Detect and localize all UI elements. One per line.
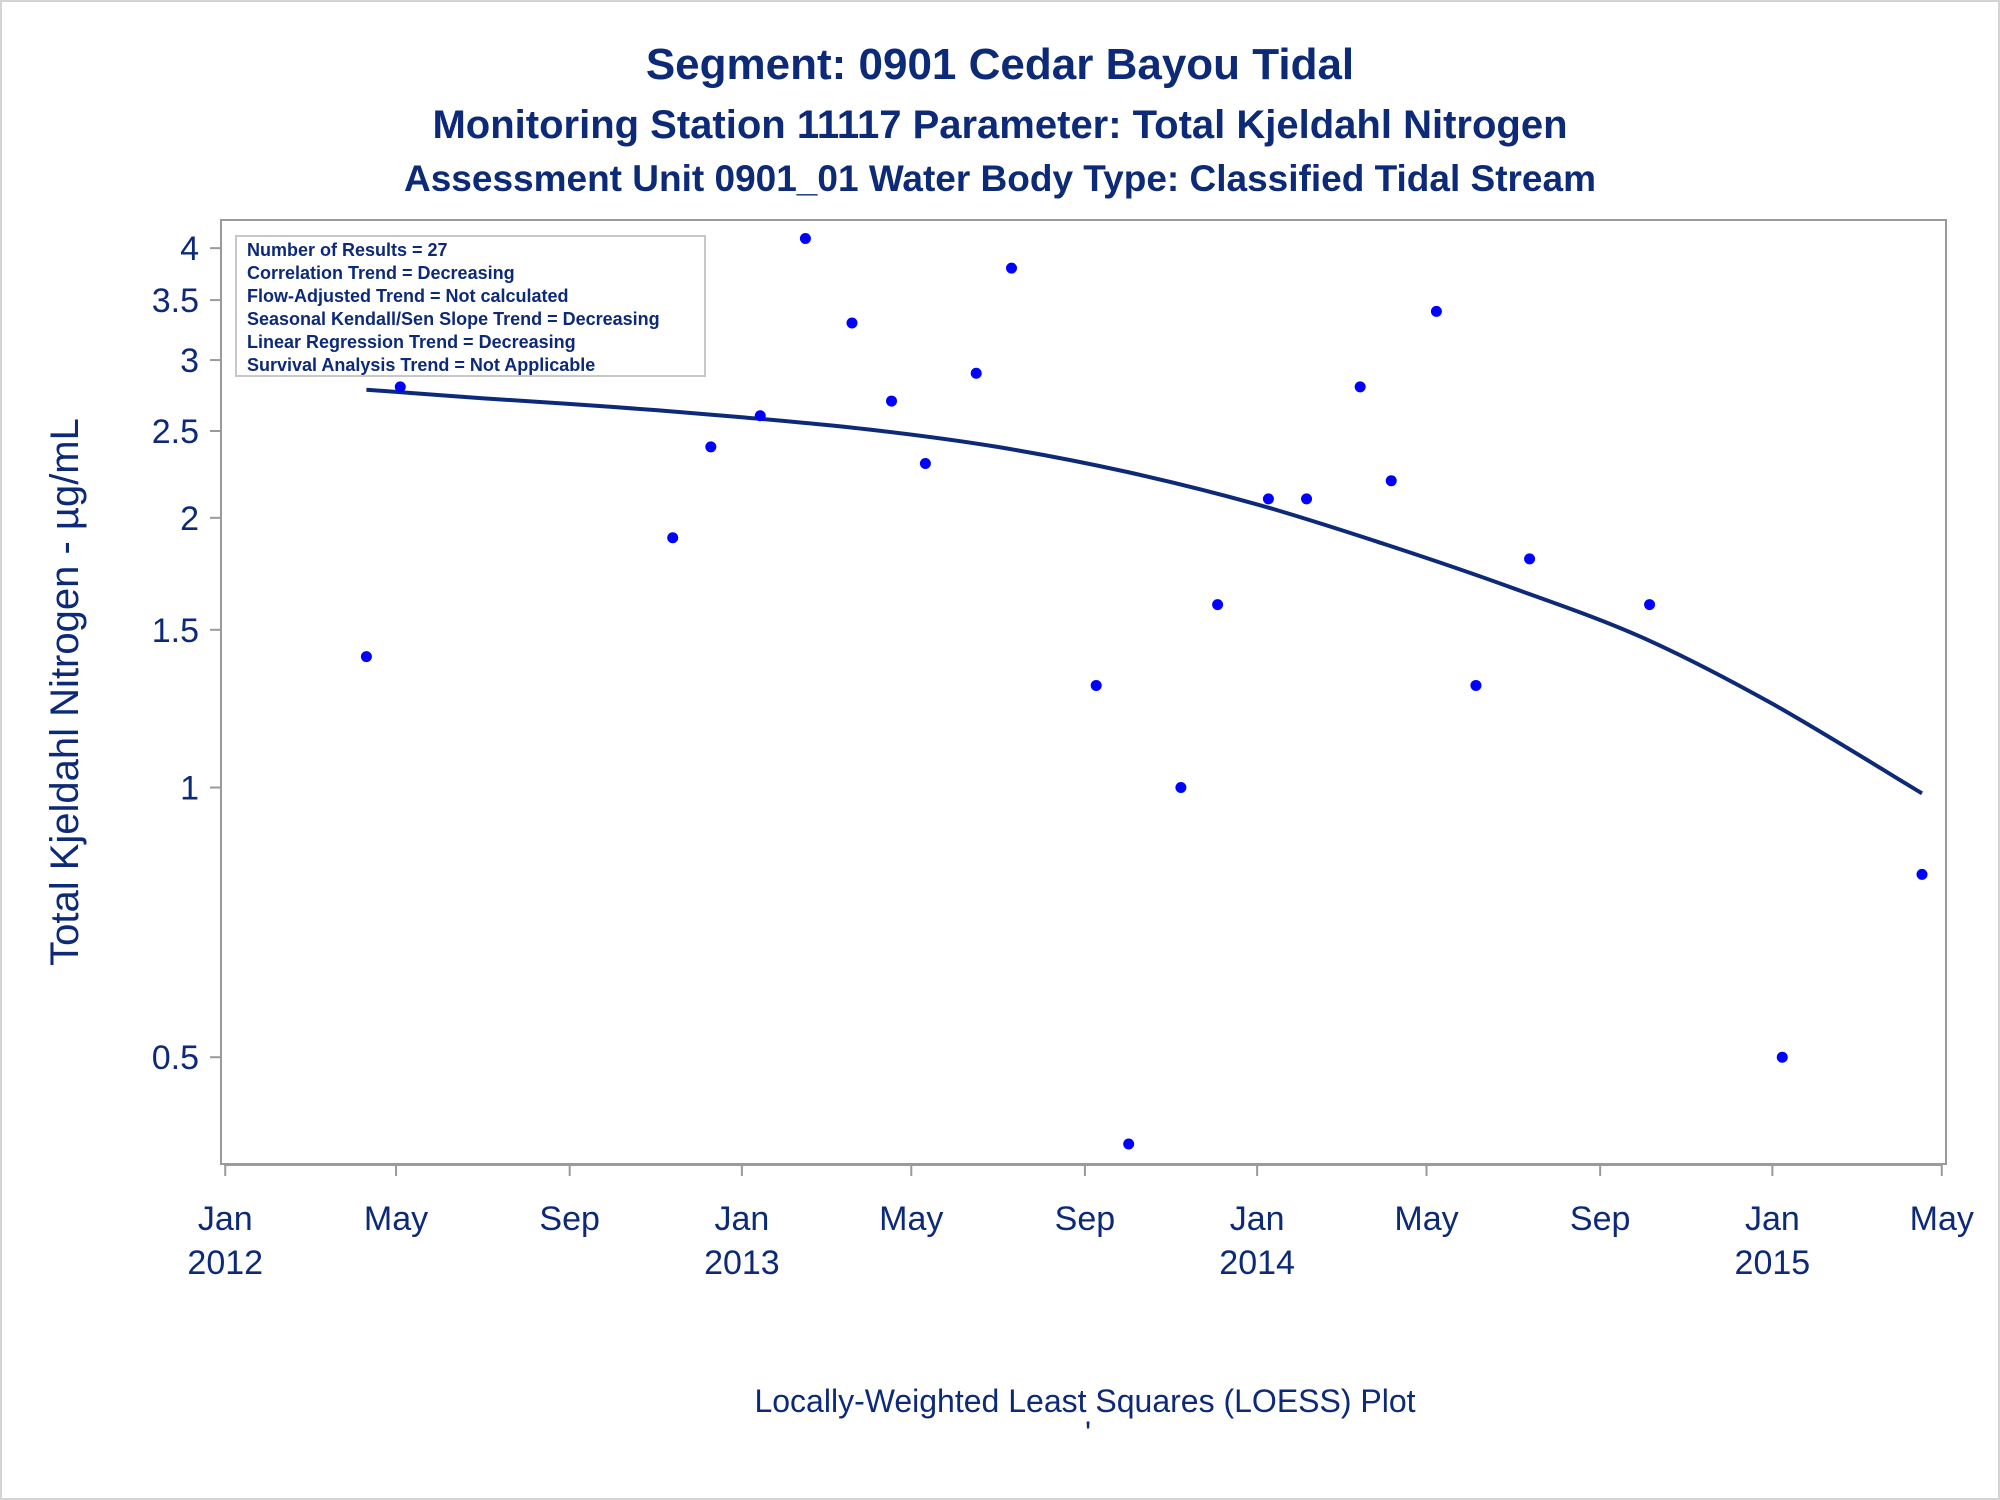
data-points [360,233,1928,1150]
inset-line: Flow-Adjusted Trend = Not calculated [247,286,569,306]
data-point [1776,1051,1788,1063]
data-point [1090,679,1102,691]
data-point [1524,553,1536,565]
x-tick-year-label: 2014 [1219,1244,1295,1282]
inset-line: Survival Analysis Trend = Not Applicable [247,355,595,375]
data-point [1916,868,1928,880]
x-tick-month-label: Jan [198,1200,253,1238]
y-tick-label: 0.5 [152,1039,199,1077]
y-tick-label: 2 [180,500,199,538]
data-point [1644,599,1656,611]
data-point [970,367,982,379]
x-axis: Jan 2012 May Sep Jan 2013 May Sep Jan 2014 May Sep J… [187,1164,1974,1282]
y-tick-label: 4 [180,230,199,268]
x-tick-year-label: 2015 [1735,1244,1811,1282]
inset-box [235,235,706,377]
loess-curve [366,387,1924,796]
data-point [1354,381,1366,393]
data-point [919,457,931,469]
data-point [799,233,811,245]
statistics-inset: Number of Results = 27 Correlation Trend… [235,235,706,377]
x-tick-month-label: May [1910,1200,1974,1238]
x-tick-month-label: Sep [1570,1200,1631,1238]
loess-curve-layer [366,387,1924,796]
data-point [1385,475,1397,487]
x-tick-month-label: Sep [1055,1200,1116,1238]
inset-line: Number of Results = 27 [247,240,448,260]
y-axis-title: Total Kjeldahl Nitrogen - µg/mL [43,418,87,966]
data-point [705,441,717,453]
data-point [1301,493,1313,505]
footnote: Locally-Weighted Least Squares (LOESS) P… [754,1383,1415,1419]
data-point [1123,1138,1135,1150]
y-tick-label: 2.5 [152,413,199,451]
x-tick-month-label: May [1394,1200,1458,1238]
y-tick-label: 1.5 [152,612,199,650]
chart-subtitle-2: Assessment Unit 0901_01 Water Body Type:… [404,158,1596,199]
y-axis: 0.5 1 1.5 2 2.5 3 3.5 4 [152,230,221,1077]
data-point [1006,262,1018,274]
x-tick-month-label: Sep [539,1200,600,1238]
y-tick-label: 3.5 [152,282,199,320]
x-tick-year-label: 2013 [704,1244,780,1282]
data-point [1430,305,1442,317]
plot-area [220,219,1947,1165]
inset-line: Seasonal Kendall/Sen Slope Trend = Decre… [247,309,660,329]
y-tick-label: 1 [180,770,199,808]
chart-subtitle: Monitoring Station 11117 Parameter: Tota… [432,103,1567,147]
x-tick-month-label: May [879,1200,943,1238]
x-tick-month-label: Jan [714,1200,769,1238]
data-point [667,532,679,544]
x-tick-month-label: Jan [1230,1200,1285,1238]
inset-line: Linear Regression Trend = Decreasing [247,332,576,352]
inset-line: Correlation Trend = Decreasing [247,263,515,283]
x-tick-year-label: 2012 [187,1244,263,1282]
data-point [1262,493,1274,505]
data-point [1175,782,1187,794]
data-point [1212,599,1224,611]
data-point [886,395,898,407]
y-tick-label: 3 [180,342,199,380]
footnote-mark: ' [1085,1415,1091,1451]
x-tick-month-label: Jan [1745,1200,1800,1238]
x-tick-month-label: May [364,1200,428,1238]
data-point [394,381,406,393]
data-point [846,317,858,329]
data-point [360,651,372,663]
chart-title: Segment: 0901 Cedar Bayou Tidal [646,40,1354,89]
data-point [1470,679,1482,691]
data-point [754,410,766,422]
